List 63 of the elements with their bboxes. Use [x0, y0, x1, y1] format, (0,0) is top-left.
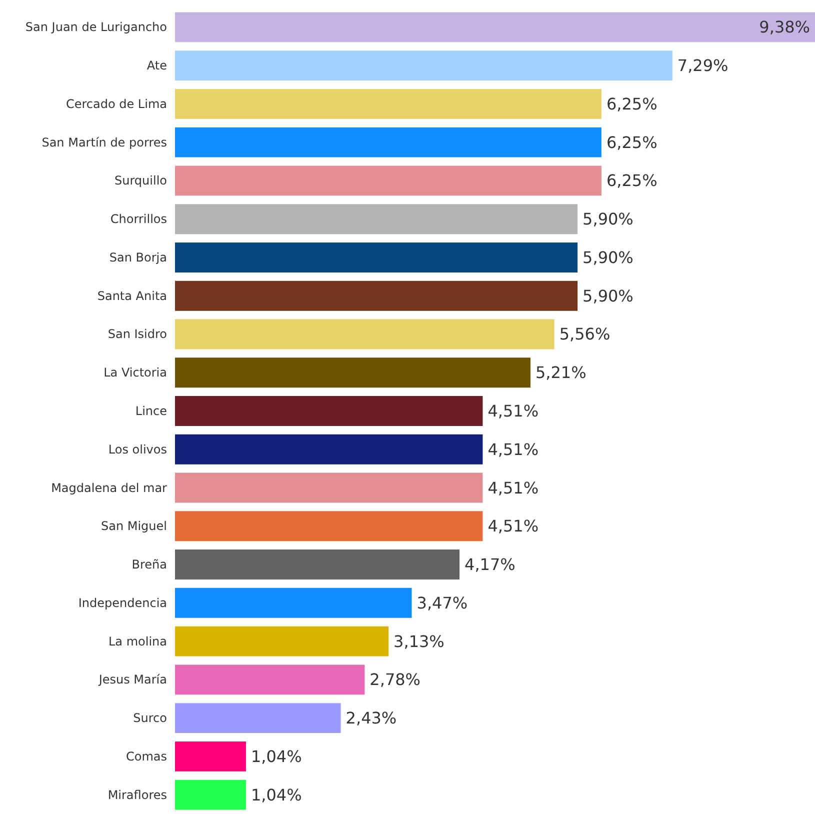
y-tick-label: Surquillo [114, 174, 167, 188]
bar [175, 127, 602, 158]
bar [175, 280, 578, 311]
bar [175, 396, 483, 426]
bar [175, 204, 578, 234]
data-label: 4,17% [464, 555, 516, 574]
y-tick-label: Los olivos [108, 442, 167, 456]
y-tick-label: Comas [126, 749, 167, 764]
data-label: 9,38% [759, 18, 810, 37]
y-tick-label: Magdalena del mar [51, 480, 168, 495]
data-label: 3,47% [416, 593, 468, 612]
data-label: 5,21% [535, 363, 586, 382]
y-tick-label: Lince [135, 404, 167, 418]
data-label: 4,51% [488, 402, 539, 420]
bar [175, 12, 815, 42]
data-label: 6,25% [606, 132, 658, 152]
y-tick-label: San Juan de Lurigancho [25, 20, 167, 34]
y-tick-label: Jesus María [98, 672, 167, 687]
bar [175, 588, 412, 618]
bar [175, 88, 602, 119]
data-label: 5,90% [582, 286, 634, 306]
bar [175, 511, 483, 542]
bar [175, 550, 460, 580]
bar [175, 50, 672, 81]
data-label: 4,51% [488, 516, 539, 536]
y-tick-label: Surco [133, 711, 167, 726]
data-label: 4,51% [488, 440, 539, 459]
data-label: 3,13% [394, 632, 444, 651]
y-tick-label: Cercado de Lima [66, 96, 167, 111]
y-tick-label: Chorrillos [110, 212, 167, 226]
bar [175, 741, 246, 772]
bar [175, 319, 554, 350]
data-label: 5,90% [582, 210, 634, 229]
data-label: 1,04% [250, 746, 302, 766]
y-tick-label: Ate [146, 58, 167, 73]
y-tick-label: San Martín de porres [42, 135, 167, 150]
bar [175, 358, 530, 388]
data-label: 6,25% [606, 171, 658, 190]
data-label: 4,51% [488, 478, 539, 498]
data-label: 5,90% [582, 248, 634, 267]
data-label: 6,25% [606, 94, 658, 114]
bar [175, 780, 246, 810]
bar [175, 242, 578, 272]
bar [175, 664, 365, 695]
y-tick-label: Santa Anita [97, 288, 167, 303]
data-label: 7,29% [677, 56, 728, 76]
y-tick-label: San Borja [109, 250, 167, 264]
bar [175, 434, 483, 464]
bar [175, 166, 602, 196]
data-label: 2,43% [346, 708, 397, 728]
bar [175, 472, 483, 503]
y-tick-label: Miraflores [108, 788, 167, 802]
data-label: 5,56% [559, 324, 610, 344]
y-tick-label: San Isidro [108, 327, 167, 342]
y-tick-label: La Victoria [104, 366, 167, 380]
bar [175, 703, 341, 734]
y-tick-label: Breña [132, 558, 167, 572]
bar [175, 626, 389, 656]
y-tick-label: San Miguel [100, 519, 167, 534]
data-label: 1,04% [250, 785, 302, 804]
y-tick-label: La molina [108, 634, 167, 648]
data-label: 2,78% [370, 670, 421, 690]
y-tick-label: Independencia [78, 596, 167, 610]
